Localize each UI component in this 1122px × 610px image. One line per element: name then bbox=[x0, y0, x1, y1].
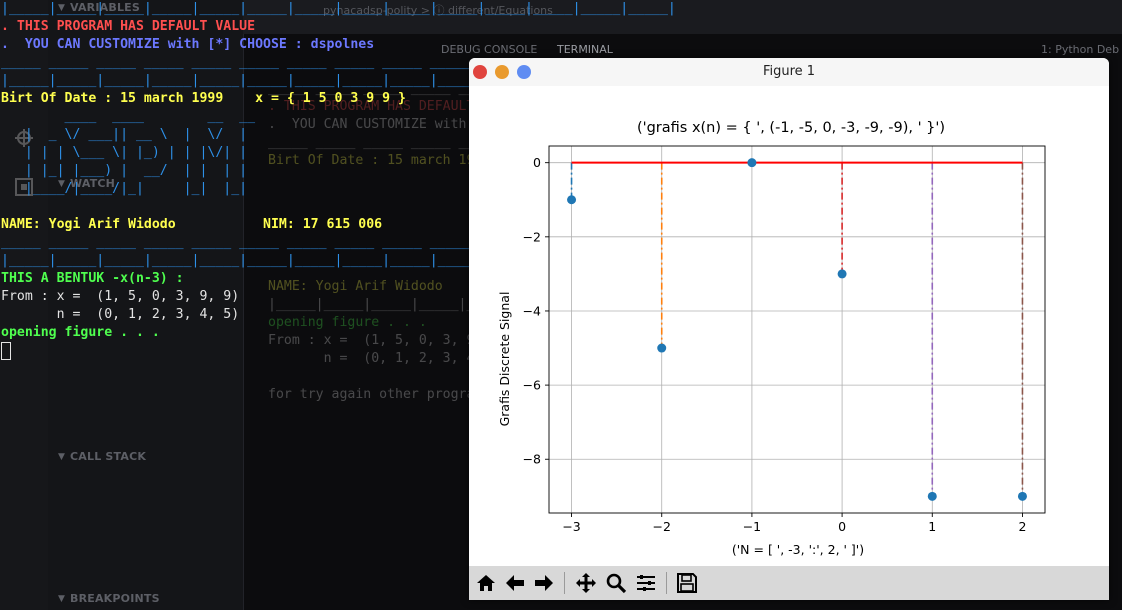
stem-marker bbox=[747, 158, 757, 168]
y-axis-label: Grafis Discrete Signal bbox=[497, 292, 512, 427]
ascii-art-line: ____ ____ __ __ bbox=[1, 109, 256, 124]
toolbar-separator bbox=[564, 572, 565, 594]
forward-arrow-icon bbox=[535, 575, 553, 591]
sidebar-section-breakpoints[interactable]: BREAKPOINTS bbox=[70, 592, 160, 605]
form-line: THIS A BENTUK -x(n-3) : bbox=[1, 271, 184, 286]
extensions-icon[interactable] bbox=[12, 175, 36, 199]
pan-icon bbox=[576, 573, 596, 593]
window-title: Figure 1 bbox=[762, 64, 816, 79]
tab-terminal[interactable]: TERMINAL bbox=[557, 43, 613, 56]
background-terminal-line: opening figure . . . bbox=[268, 315, 427, 330]
window-close-button[interactable] bbox=[473, 65, 487, 79]
from-x-line: From : x = (1, 5, 0, 3, 9, 9) bbox=[1, 289, 240, 304]
back-arrow-icon bbox=[506, 575, 524, 591]
birth-date-line: Birt Of Date : 15 march 1999 x = { 1 5 0… bbox=[1, 91, 406, 106]
stem-marker bbox=[657, 343, 667, 353]
stem-marker bbox=[567, 195, 577, 205]
terminal-border-line: |_____|_____|_____|_____|_____|_____|___… bbox=[1, 1, 676, 16]
sidebar-section-call-stack[interactable]: CALL STACK bbox=[70, 450, 147, 463]
window-minimize-button[interactable] bbox=[495, 65, 509, 79]
background-terminal-line: |_____|_____|_____|_____|_____| bbox=[268, 297, 515, 312]
tab-debug-console[interactable]: DEBUG CONSOLE bbox=[441, 43, 538, 56]
editor-breadcrumb-bar: pynacadsp-polity > ⓘ different/Equations bbox=[243, 0, 1122, 34]
pan-button[interactable] bbox=[573, 570, 599, 596]
x-tick-label: 1 bbox=[928, 519, 936, 534]
chevron-down-icon[interactable]: ▼ bbox=[58, 179, 65, 189]
save-icon bbox=[677, 573, 697, 593]
axes-layer: −3 −2 −1 0 1 2 0 −2 −4 −6 −8 bbox=[523, 145, 1046, 534]
stem-marker bbox=[837, 269, 847, 279]
x-tick-label: 0 bbox=[838, 519, 846, 534]
figure-window[interactable]: Figure 1 −3 −2 −1 0 1 2 0 −2 −4 −6 −8 ('grafis x(n… bbox=[469, 58, 1109, 600]
y-tick-label: −2 bbox=[523, 229, 541, 244]
chevron-down-icon[interactable]: ▼ bbox=[58, 452, 65, 462]
terminal-cursor[interactable] bbox=[1, 342, 11, 360]
configure-subplots-button[interactable] bbox=[633, 570, 659, 596]
terminal-selector[interactable]: 1: Python Deb bbox=[1041, 43, 1120, 56]
ascii-art-line: |____/|____/|_| |_| |_| bbox=[1, 181, 248, 196]
background-terminal-output: _____ _____ _____ _____ _____ _____. THI… bbox=[268, 80, 554, 404]
back-button[interactable] bbox=[502, 570, 528, 596]
stem-layer bbox=[570, 161, 1024, 497]
sidebar-section-watch[interactable]: WATCH bbox=[70, 177, 116, 190]
home-icon bbox=[477, 575, 495, 591]
ascii-art-line: | _ \/ ___|| __ \ | \/ | bbox=[1, 127, 248, 142]
y-tick-label: 0 bbox=[533, 155, 541, 170]
zoom-icon bbox=[606, 573, 627, 594]
background-terminal-line: for try again other program bbox=[268, 387, 483, 402]
x-tick-label: −1 bbox=[743, 519, 761, 534]
opening-figure-line: opening figure . . . bbox=[1, 325, 160, 340]
chevron-down-icon[interactable]: ▼ bbox=[58, 594, 65, 604]
debug-sidebar: ▼ VARIABLES ▼ WATCH ▼ CALL STACK ▼ BREAK… bbox=[48, 0, 244, 610]
ascii-art-line: | | | \___ \| |_) | | |\/| | bbox=[1, 145, 248, 160]
axes-frame bbox=[548, 145, 1046, 514]
figure-toolbar bbox=[469, 566, 1109, 600]
y-tick-label: −8 bbox=[523, 452, 541, 467]
x-axis-label: ('N = [ ', -3, ':', 2, ' ]') bbox=[732, 542, 864, 557]
window-maximize-button[interactable] bbox=[517, 65, 531, 79]
default-value-notice: . THIS PROGRAM HAS DEFAULT VALUE bbox=[1, 19, 256, 34]
grid-layer bbox=[549, 146, 1045, 513]
x-tick-label: −3 bbox=[562, 519, 580, 534]
stem-marker bbox=[1017, 491, 1027, 501]
x-tick-label: 2 bbox=[1018, 519, 1026, 534]
debug-icon[interactable] bbox=[12, 125, 36, 149]
toolbar-separator bbox=[666, 572, 667, 594]
customize-notice: . YOU CAN CUSTOMIZE with [*] CHOOSE : ds… bbox=[1, 37, 375, 52]
background-terminal-line: NAME: Yogi Arif Widodo bbox=[268, 279, 443, 294]
from-n-line: n = (0, 1, 2, 3, 4, 5) bbox=[1, 307, 240, 322]
name-line: NAME: Yogi Arif Widodo NIM: 17 615 006 bbox=[1, 217, 383, 232]
y-tick-label: −4 bbox=[523, 303, 541, 318]
ascii-art-line: | |_| |___) | __/ | | | | bbox=[1, 163, 248, 178]
marker-layer bbox=[567, 158, 1027, 501]
configure-subplots-icon bbox=[637, 575, 655, 591]
save-button[interactable] bbox=[674, 570, 700, 596]
x-tick-label: −2 bbox=[653, 519, 671, 534]
home-button[interactable] bbox=[473, 570, 499, 596]
figure-title-bar[interactable]: Figure 1 bbox=[469, 58, 1109, 86]
zoom-button[interactable] bbox=[603, 570, 629, 596]
y-tick-label: −6 bbox=[523, 378, 541, 393]
plot-canvas[interactable]: −3 −2 −1 0 1 2 0 −2 −4 −6 −8 ('grafis x(n) = { ', … bbox=[469, 86, 1109, 566]
forward-button[interactable] bbox=[531, 570, 557, 596]
sidebar-section-variables[interactable]: VARIABLES bbox=[70, 1, 140, 14]
stem-marker bbox=[927, 491, 937, 501]
chart-title: ('grafis x(n) = { ', (-1, -5, 0, -3, -9,… bbox=[637, 120, 945, 136]
breadcrumb[interactable]: pynacadsp-polity > ⓘ different/Equations bbox=[323, 4, 553, 17]
chevron-down-icon[interactable]: ▼ bbox=[58, 3, 65, 13]
